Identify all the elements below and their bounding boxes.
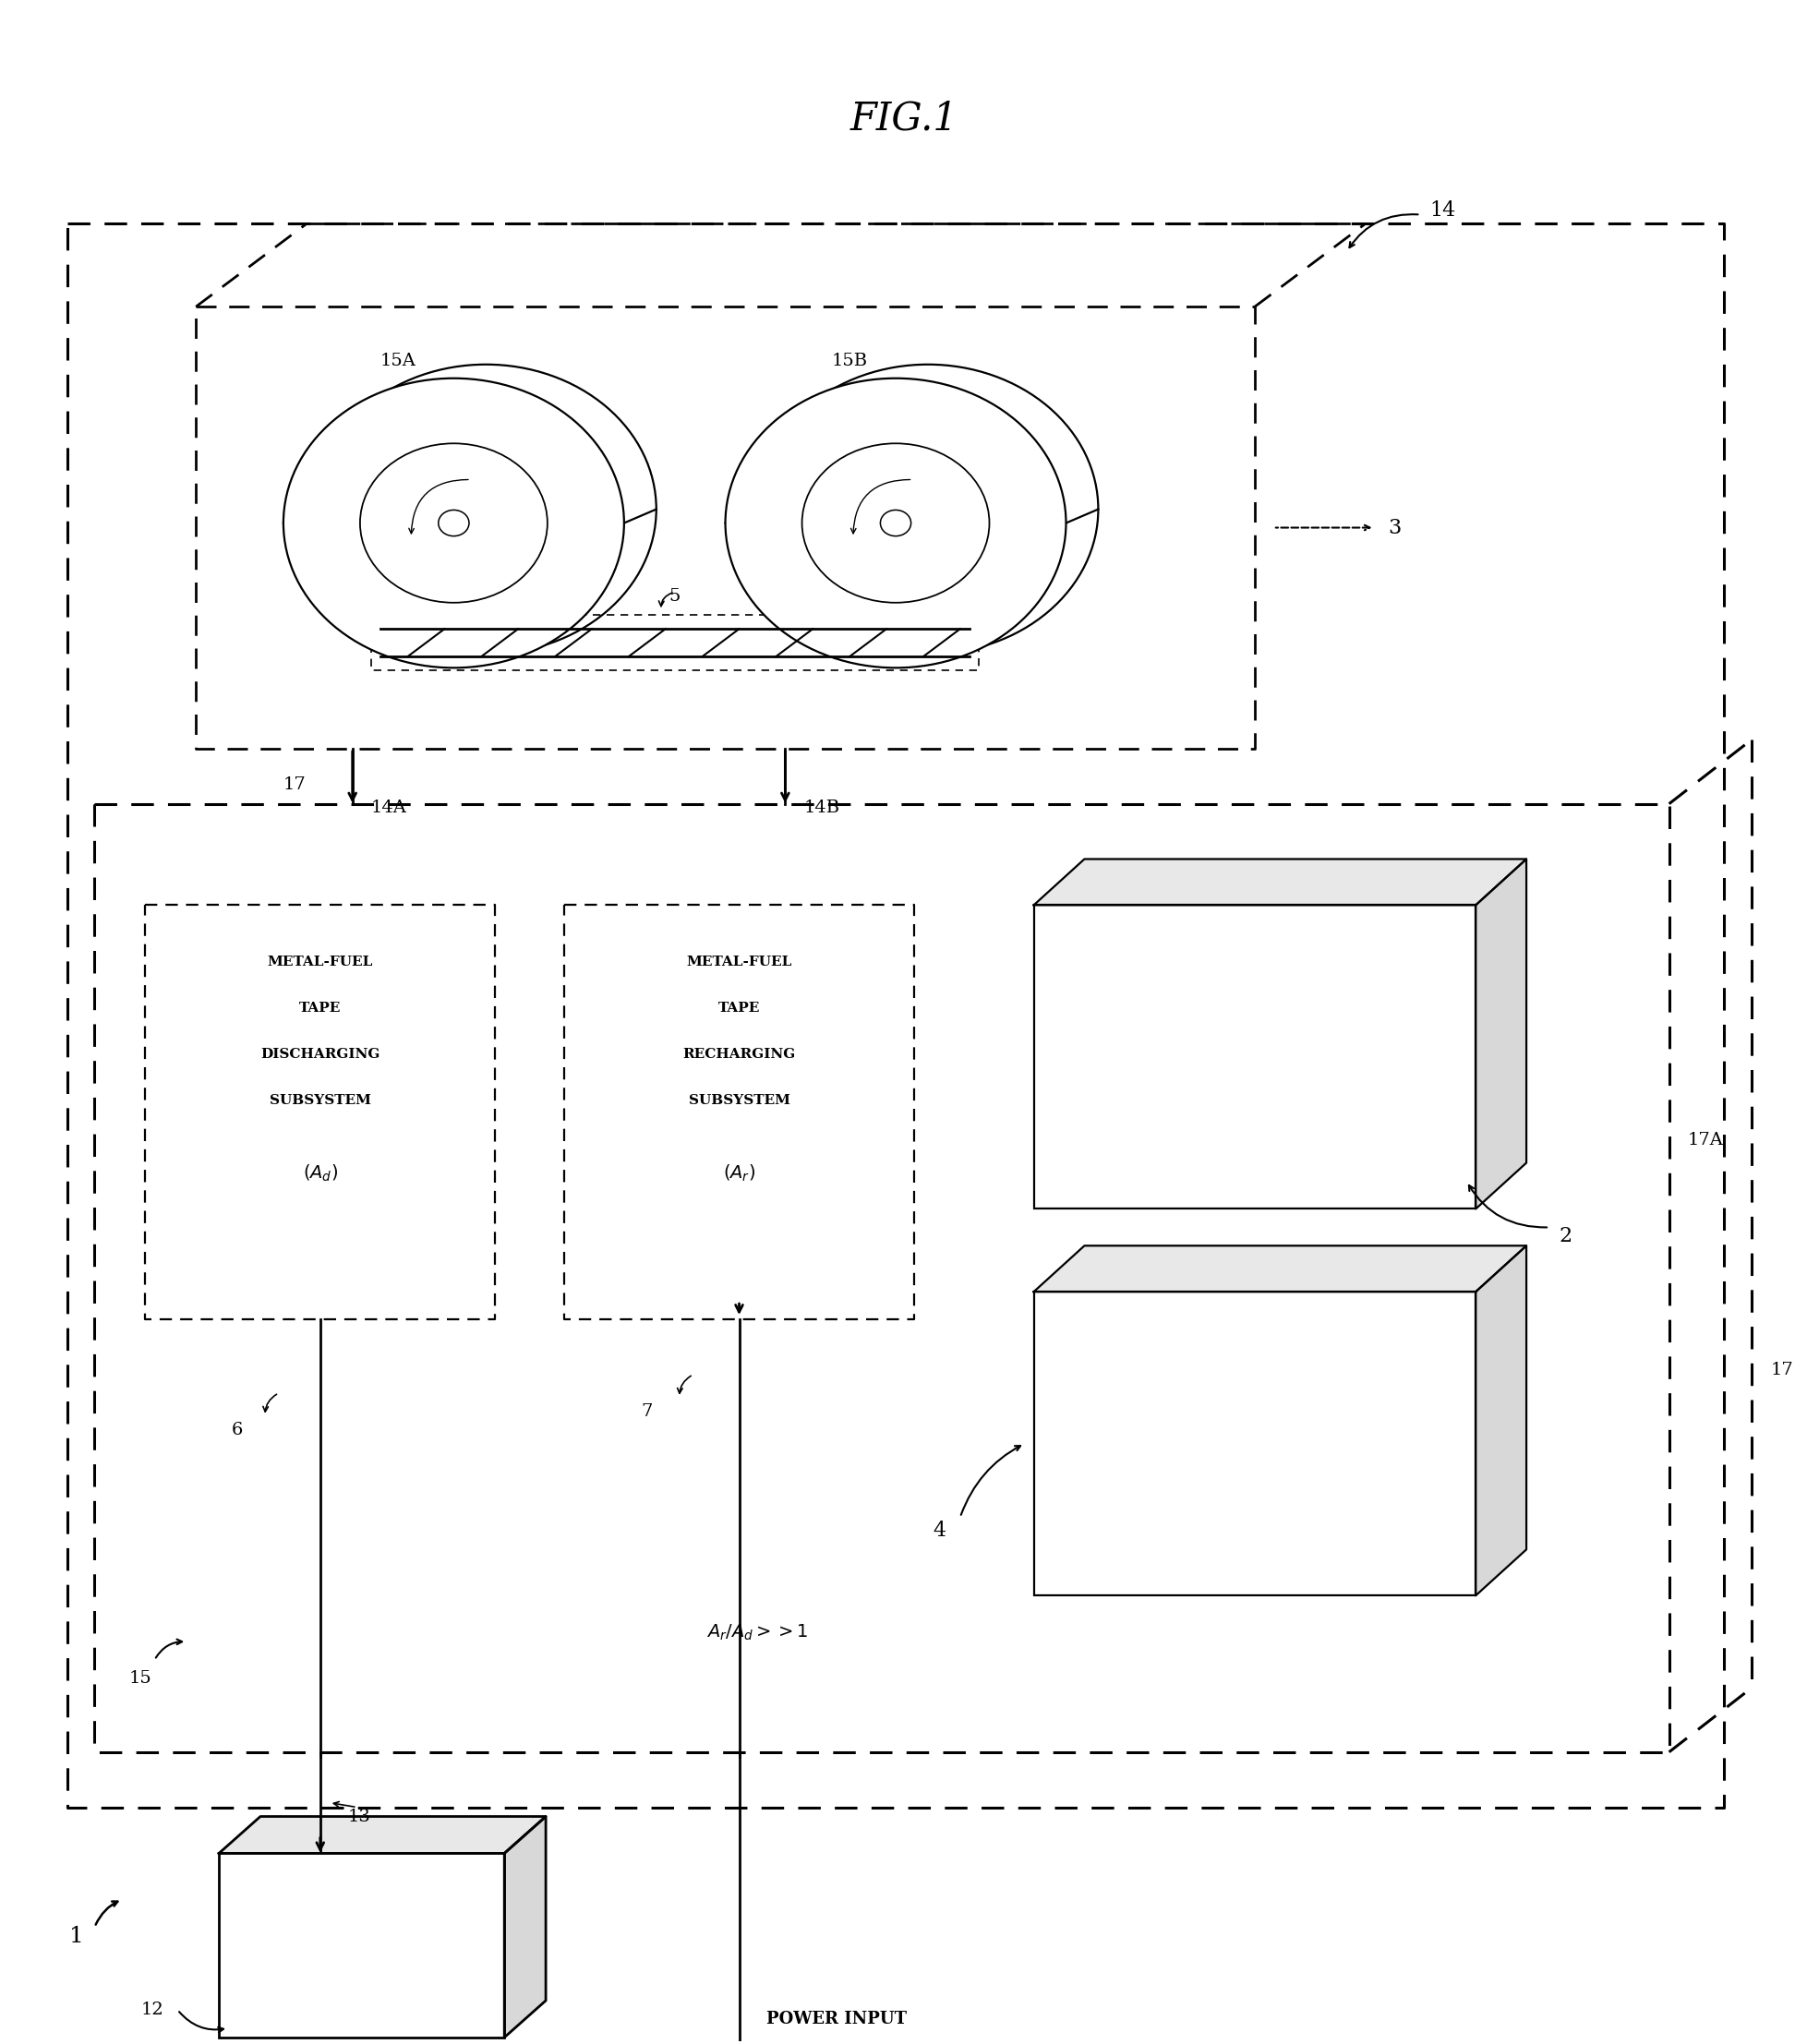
- Text: TRANSPORT: TRANSPORT: [1203, 1412, 1305, 1425]
- Text: LOAD: LOAD: [329, 1950, 394, 1968]
- Polygon shape: [1475, 1245, 1525, 1596]
- Text: 7: 7: [641, 1402, 652, 1421]
- Polygon shape: [504, 1817, 546, 2038]
- Text: RECHARGING: RECHARGING: [683, 1049, 795, 1061]
- Text: 15B: 15B: [831, 352, 867, 370]
- Text: 17: 17: [284, 777, 305, 793]
- Text: FIG.1: FIG.1: [849, 100, 958, 139]
- Ellipse shape: [880, 511, 911, 536]
- Ellipse shape: [725, 378, 1066, 668]
- Text: LOADING/: LOADING/: [1212, 1002, 1296, 1014]
- Text: 12: 12: [141, 2001, 164, 2017]
- Text: 15: 15: [128, 1670, 152, 1686]
- Text: METAL-FUEL: METAL-FUEL: [687, 957, 791, 969]
- Text: 2: 2: [1558, 1226, 1570, 1247]
- Text: METAL-FUEL: METAL-FUEL: [267, 957, 372, 969]
- Text: $A_r/A_d>>1$: $A_r/A_d>>1$: [707, 1623, 808, 1641]
- Text: 17: 17: [1769, 1361, 1793, 1378]
- Ellipse shape: [437, 511, 468, 536]
- Text: TAPE: TAPE: [717, 1002, 759, 1014]
- Text: $(A_r)$: $(A_r)$: [723, 1163, 755, 1183]
- Text: 5: 5: [669, 589, 679, 605]
- Text: TAPE: TAPE: [300, 1002, 342, 1014]
- FancyBboxPatch shape: [219, 1854, 504, 2038]
- Text: $(A_d)$: $(A_d)$: [302, 1163, 338, 1183]
- Text: 6: 6: [231, 1421, 242, 1439]
- Text: 15A: 15A: [379, 352, 416, 370]
- Text: POWER INPUT: POWER INPUT: [766, 2011, 907, 2028]
- Polygon shape: [1034, 858, 1525, 905]
- Text: 14B: 14B: [802, 799, 838, 816]
- Text: 4: 4: [932, 1521, 945, 1541]
- Polygon shape: [1475, 858, 1525, 1208]
- Text: 14A: 14A: [370, 799, 407, 816]
- Text: SUBSYSTEM: SUBSYSTEM: [1203, 1094, 1305, 1106]
- Text: TAPE: TAPE: [1232, 1365, 1276, 1378]
- Text: 13: 13: [347, 1809, 370, 1825]
- Text: UNLOADING: UNLOADING: [1203, 1049, 1305, 1061]
- Text: DISCHARGING: DISCHARGING: [260, 1049, 379, 1061]
- Text: SUBSYSTEM: SUBSYSTEM: [269, 1094, 370, 1106]
- Text: CASSETTE: CASSETTE: [1212, 957, 1296, 969]
- FancyBboxPatch shape: [1034, 905, 1475, 1208]
- Text: 17A: 17A: [1686, 1132, 1722, 1149]
- FancyBboxPatch shape: [1034, 1292, 1475, 1596]
- Polygon shape: [1034, 1245, 1525, 1292]
- Text: SUBSYSTEM: SUBSYSTEM: [688, 1094, 790, 1106]
- Text: 14: 14: [1429, 200, 1455, 221]
- Text: SUBSYSTEM: SUBSYSTEM: [1203, 1457, 1305, 1470]
- Ellipse shape: [284, 378, 623, 668]
- Text: 1: 1: [69, 1925, 83, 1946]
- Text: 3: 3: [1388, 517, 1400, 538]
- Polygon shape: [219, 1817, 546, 1854]
